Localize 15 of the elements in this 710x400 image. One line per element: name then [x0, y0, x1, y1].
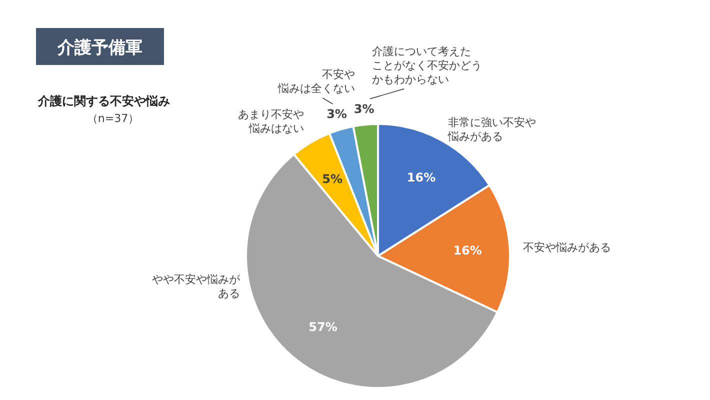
slice-label: 介護について考えたことがなく不安かどうかもわからない: [372, 44, 482, 86]
data-label: 16%: [453, 243, 482, 258]
text: 介護に関する不安や悩み: [37, 94, 170, 108]
data-label: 3%: [326, 107, 347, 122]
slice-label: やや不安や悩みがある: [152, 273, 241, 300]
data-label: 57%: [308, 320, 338, 334]
slice-label: 非常に強い不安や悩みがある: [446, 116, 536, 143]
slice-label: 不安や悩みは全くない: [276, 68, 355, 96]
slice-label: あまり不安や悩みはない: [238, 108, 304, 136]
chart-title: 介護予備軍: [56, 38, 142, 58]
text: （n=37）: [86, 112, 140, 125]
data-label: 5%: [322, 172, 342, 186]
data-label: 3%: [354, 102, 374, 116]
data-label: 16%: [406, 170, 436, 184]
slice-label: 不安や悩みがある: [522, 240, 611, 254]
